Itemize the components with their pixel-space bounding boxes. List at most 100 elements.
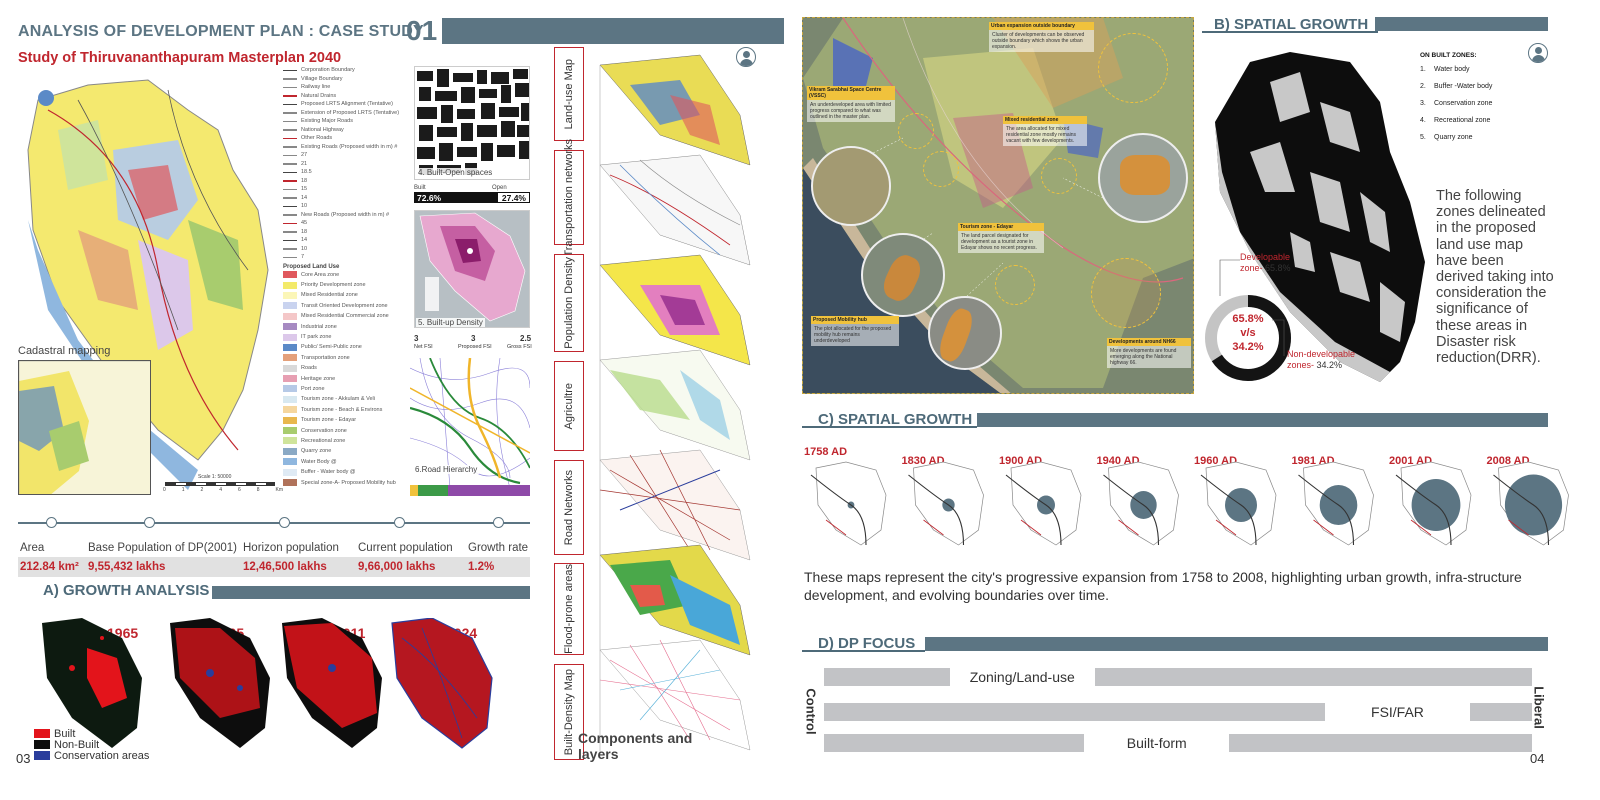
land-use-label: Roads <box>301 365 317 372</box>
non-built-zone-number: 5. <box>1420 134 1426 141</box>
land-use-item: Transportation zone <box>283 353 408 363</box>
gross-fsi-value: 2.5 <box>520 334 532 343</box>
land-use-label: Quarry zone <box>301 448 332 455</box>
proposed-fsi-label: Proposed FSI <box>458 344 492 350</box>
legend-line-swatch <box>283 112 297 114</box>
legend-line-label: 14 <box>301 194 308 201</box>
land-use-swatch <box>283 302 297 310</box>
land-use-swatch <box>283 375 297 383</box>
land-use-label: Tourism zone - Akkulam & Veli <box>301 396 375 403</box>
tab-built-density-map[interactable]: Built-Density Map <box>554 664 584 760</box>
density-label: 5. Built-up Density <box>416 318 485 327</box>
land-use-label: Priority Development zone <box>301 282 366 289</box>
non-developable-label: Non-developable zones- 34.2% <box>1287 349 1356 370</box>
non-built-zone-item: 1. Water body <box>1420 66 1492 83</box>
legend-line-item: Corporation Boundary <box>283 66 408 75</box>
land-use-item: Core Area zone <box>283 270 408 280</box>
land-use-label: Mixed Residential zone <box>301 292 358 299</box>
land-use-label: Transportation zone <box>301 354 350 361</box>
legend-line-swatch <box>283 86 297 88</box>
stat-growth-rate-label: Growth rate <box>468 542 529 554</box>
land-use-item: Special zone-A- Proposed Mobility hub <box>283 477 408 487</box>
land-use-label: Mixed Residential Commercial zone <box>301 313 389 320</box>
scale-tick: 8 <box>256 487 260 493</box>
legend-line-swatch <box>283 163 297 165</box>
legend-line-swatch <box>283 103 297 105</box>
legend-line-label: 15 <box>301 186 308 193</box>
built-open-bar: 72.6% 27.4% <box>414 192 530 203</box>
fsi-values: 3 Net FSI 3 Proposed FSI 2.5 Gross FSI <box>414 334 532 356</box>
tab-population-density[interactable]: Population Density <box>554 254 584 352</box>
proposed-fsi-value: 3 <box>471 334 476 343</box>
legend-swatch <box>34 729 50 738</box>
legend-line-label: National Highway <box>301 126 344 133</box>
legend-line-label: Other Roads <box>301 135 333 142</box>
stat-area-label: Area <box>20 542 45 554</box>
legend-line-label: New Roads (Proposed width in m) # <box>301 211 390 218</box>
section-d-underline <box>802 650 925 652</box>
legend-line-label: Proposed LRTS Alignment (Tentative) <box>301 101 393 108</box>
timeline-map <box>1103 461 1179 546</box>
legend-non-built: Non-Built <box>34 739 149 751</box>
stat-horizon-population-label: Horizon population <box>243 542 339 554</box>
land-use-swatch <box>283 364 297 372</box>
tab-agriculture[interactable]: Agricultre <box>554 361 584 451</box>
non-built-zone-item: 5. Quarry zone <box>1420 134 1492 151</box>
legend-line-item: National Highway <box>283 126 408 135</box>
non-built-zone-label: Buffer -Water body <box>1434 83 1493 90</box>
timeline-map <box>1493 461 1569 546</box>
legend-line-label: 18 <box>301 177 308 184</box>
non-built-zone-label: Conservation zone <box>1434 100 1493 107</box>
section-c-title: C) SPATIAL GROWTH <box>818 411 973 428</box>
non-built-zone-number: 1. <box>1420 66 1426 73</box>
legend-line-swatch <box>283 180 297 182</box>
land-use-swatch <box>283 385 297 393</box>
land-use-swatch <box>283 479 297 486</box>
cadastral-map <box>18 360 151 495</box>
stats-value-band <box>18 557 530 577</box>
legend-line-item: 18 <box>283 228 408 237</box>
scale-label: Scale 1: 50000 <box>198 474 232 480</box>
legend-line-item: 14 <box>283 236 408 245</box>
timeline-road <box>810 474 867 546</box>
tab-flood-prone-areas[interactable]: Flood-prone areas <box>554 563 584 655</box>
legend-line-swatch <box>283 222 297 224</box>
scale-tick: 4 <box>219 487 223 493</box>
legend-built: Built <box>34 728 149 740</box>
scale-tick: Km <box>275 487 284 493</box>
legend-line-swatch <box>283 69 297 71</box>
land-use-swatch <box>283 416 297 424</box>
tab-land-use-map[interactable]: Land-use Map <box>554 47 584 141</box>
stats-dot <box>394 517 405 528</box>
legend-line-item: Railway line <box>283 83 408 92</box>
non-built-zone-number: 2. <box>1420 83 1426 90</box>
legend-line-item: Village Boundary <box>283 75 408 84</box>
timeline-rail <box>1313 519 1334 536</box>
master-plan-map <box>27 79 269 490</box>
land-use-list: Core Area zone Priority Development zone M… <box>283 270 408 488</box>
legend-swatch <box>34 751 50 760</box>
legend-line-item: New Roads (Proposed width in m) # <box>283 211 408 220</box>
scale-tick: 0 <box>163 487 166 493</box>
developable-label: Developable zone- 65.8% <box>1240 252 1291 273</box>
tab-transportation-networks[interactable]: Transportation networks <box>554 139 584 256</box>
stat-growth-rate-value: 1.2% <box>468 561 495 573</box>
land-use-swatch <box>283 447 297 455</box>
timeline-map <box>1395 461 1472 546</box>
legend-line-swatch <box>283 248 297 250</box>
legend-lines: Corporation Boundary Village Boundary Rail… <box>283 66 408 262</box>
timeline-map <box>1200 461 1277 546</box>
land-use-swatch <box>283 323 297 331</box>
dp-bar-left <box>824 734 1085 752</box>
legend-line-swatch <box>283 239 297 241</box>
tab-road-networks[interactable]: Road Networks <box>554 460 584 555</box>
legend-line-label: 45 <box>301 220 308 227</box>
legend-line-label: 10 <box>301 203 308 210</box>
open-header: Open <box>492 185 507 191</box>
legend-line-item: Other Roads <box>283 134 408 143</box>
land-use-swatch <box>283 406 297 414</box>
note-vssc: Vikram Sarabhai Space Centre (VSSC) An un… <box>807 86 895 122</box>
magnifier-circle <box>1098 133 1188 223</box>
stats-dot <box>279 517 290 528</box>
highlight-ring <box>1098 33 1168 103</box>
